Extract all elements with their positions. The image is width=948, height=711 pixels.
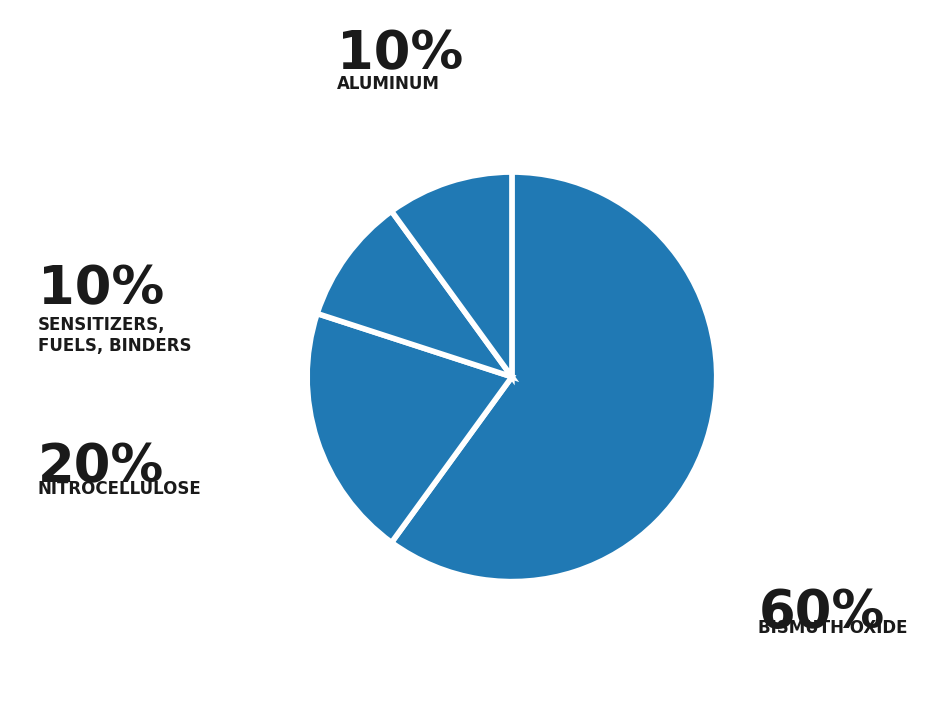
Text: BISMUTH OXIDE: BISMUTH OXIDE — [758, 619, 908, 636]
Text: 20%: 20% — [38, 441, 164, 493]
Wedge shape — [392, 172, 512, 377]
Text: NITROCELLULOSE: NITROCELLULOSE — [38, 480, 202, 498]
Wedge shape — [307, 314, 512, 542]
Text: ALUMINUM: ALUMINUM — [337, 75, 440, 92]
Text: SENSITIZERS,
FUELS, BINDERS: SENSITIZERS, FUELS, BINDERS — [38, 316, 191, 356]
Wedge shape — [318, 211, 512, 377]
Text: 60%: 60% — [758, 587, 884, 638]
Text: 10%: 10% — [38, 263, 164, 315]
Wedge shape — [392, 172, 717, 582]
Text: 10%: 10% — [337, 28, 463, 80]
